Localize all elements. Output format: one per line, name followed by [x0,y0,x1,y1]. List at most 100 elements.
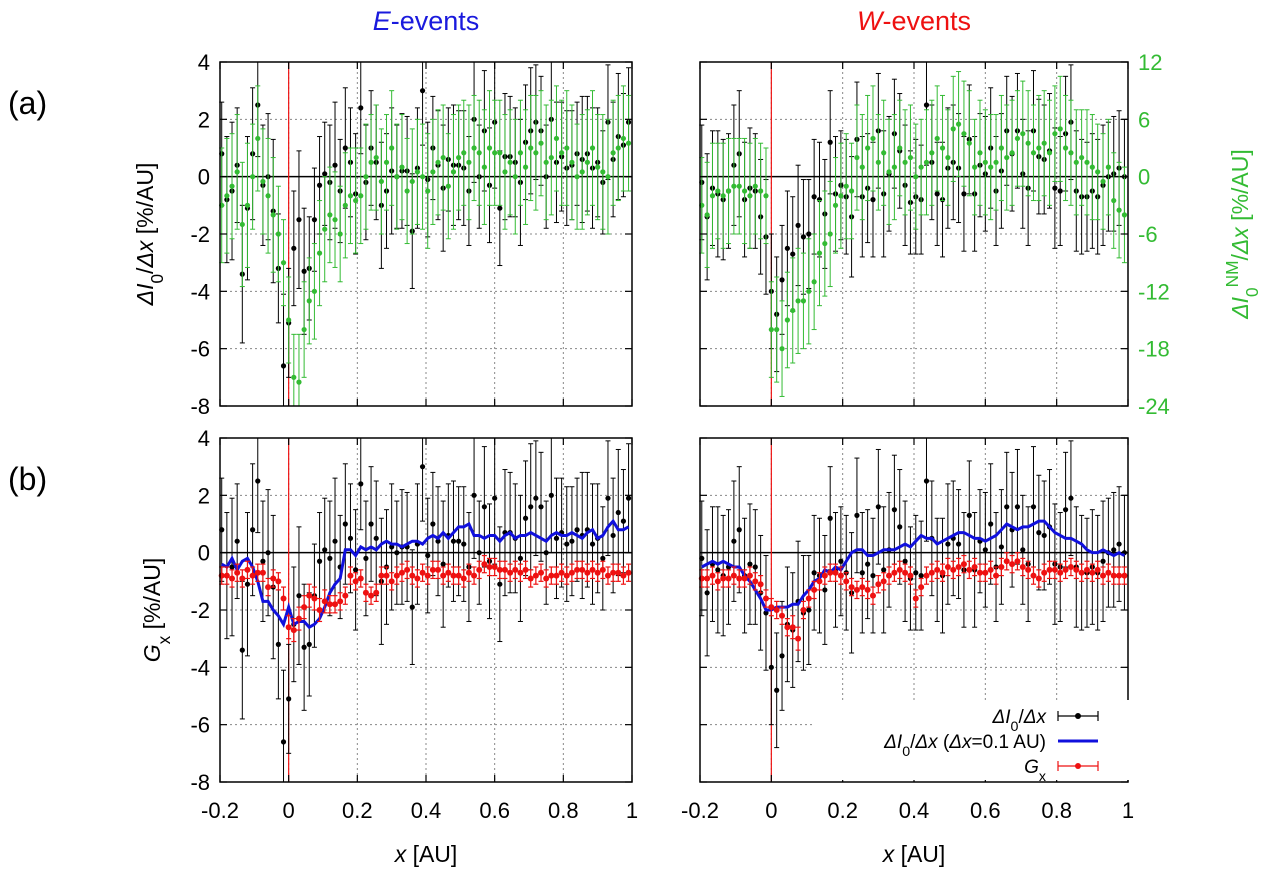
nm-point [1089,164,1095,170]
nm-point [353,197,359,204]
gx-point [419,569,426,576]
nm-point [409,178,415,185]
nm-point [854,154,860,161]
gx-point [773,607,780,613]
dI-point [605,495,611,501]
nm-point [497,150,503,156]
panel-b-E [218,437,633,783]
nm-point [715,188,721,194]
dI-point [265,550,271,556]
label-part: Δx [1023,707,1048,728]
gx-point [435,566,442,573]
nm-point [564,145,570,151]
gx-point [295,615,302,622]
dI-point [322,171,328,177]
gx-point [337,598,344,605]
nm-point [414,169,421,175]
gx-point [429,566,436,573]
nm-point [373,154,379,161]
dI-point [332,538,338,544]
nm-point [843,183,849,189]
gx-point [275,578,282,585]
gx-point [357,575,364,582]
dI-point [704,590,710,596]
nm-point [955,121,962,127]
dI-point [865,561,871,567]
gx-point [730,572,737,579]
nm-point [517,150,524,156]
gx-point [280,595,287,602]
nm-point [286,317,292,323]
label-part: [%/AU] [139,558,165,636]
gx-point [1078,569,1085,576]
legend-label: ΔI0/Δx (Δx=0.1 AU) [883,732,1046,760]
gx-point [476,566,483,573]
gx-point [762,595,769,602]
label-part: 0 [1011,719,1019,735]
nm-point [875,159,881,165]
panel-a-W [699,61,1129,407]
nm-point [430,169,436,175]
gx-point [543,575,550,582]
gx-point [837,572,844,579]
dI-point [731,538,737,544]
nm-point [870,135,876,142]
gx-point [912,595,919,602]
dI-point [234,538,240,544]
label-part: ΔI [992,707,1012,728]
gx-point [512,566,519,573]
gx-point [332,601,339,608]
nm-point [709,193,716,199]
label-part: Δx [914,732,939,753]
dI-point [316,182,323,188]
y2-tick-label: 6 [1138,107,1150,132]
dI-point [538,504,544,510]
gx-point [270,575,277,582]
gx-point [789,624,796,631]
nm-point [383,159,390,165]
gx-point [1051,566,1058,573]
nm-point [255,135,261,142]
gx-point [223,572,230,579]
nm-point [763,193,769,199]
x-tick-label: 0.2 [342,798,373,823]
gx-point [460,575,467,582]
nm-point [918,164,924,170]
y-tick-label: 4 [198,50,210,75]
dI-point [311,217,318,223]
dI-point [854,512,860,519]
gx-point [558,569,565,576]
dI-point [255,478,261,484]
gx-point [896,566,903,573]
gx-point [455,572,462,579]
nm-point [795,298,801,304]
nm-point [741,188,748,194]
nm-point [306,298,312,304]
dI-point [316,558,323,564]
dI-point [353,567,359,573]
dI-point [961,191,967,197]
dI-point [260,558,266,564]
nm-point [492,150,498,156]
y2-tick-label: 12 [1138,50,1162,75]
gx-point [301,604,308,611]
dI-point [902,558,908,564]
gx-point [501,566,508,573]
gx-point [368,592,375,599]
gx-point [234,569,241,576]
x-axis-label: x [AU] [882,841,946,867]
label-part: ( [938,732,950,753]
nm-point [481,164,487,170]
legend-swatch-point [1075,763,1081,769]
nm-point [891,164,897,170]
dI-point [600,555,606,562]
y2-tick-label: -24 [1138,394,1170,419]
gx-point [934,566,941,573]
dI-point [811,194,817,200]
dI-point [784,245,790,251]
gx-point [741,575,748,582]
dI-point [389,544,395,550]
dI-point [239,647,245,653]
label-part: ΔI [132,283,158,306]
dI-point [923,478,930,484]
